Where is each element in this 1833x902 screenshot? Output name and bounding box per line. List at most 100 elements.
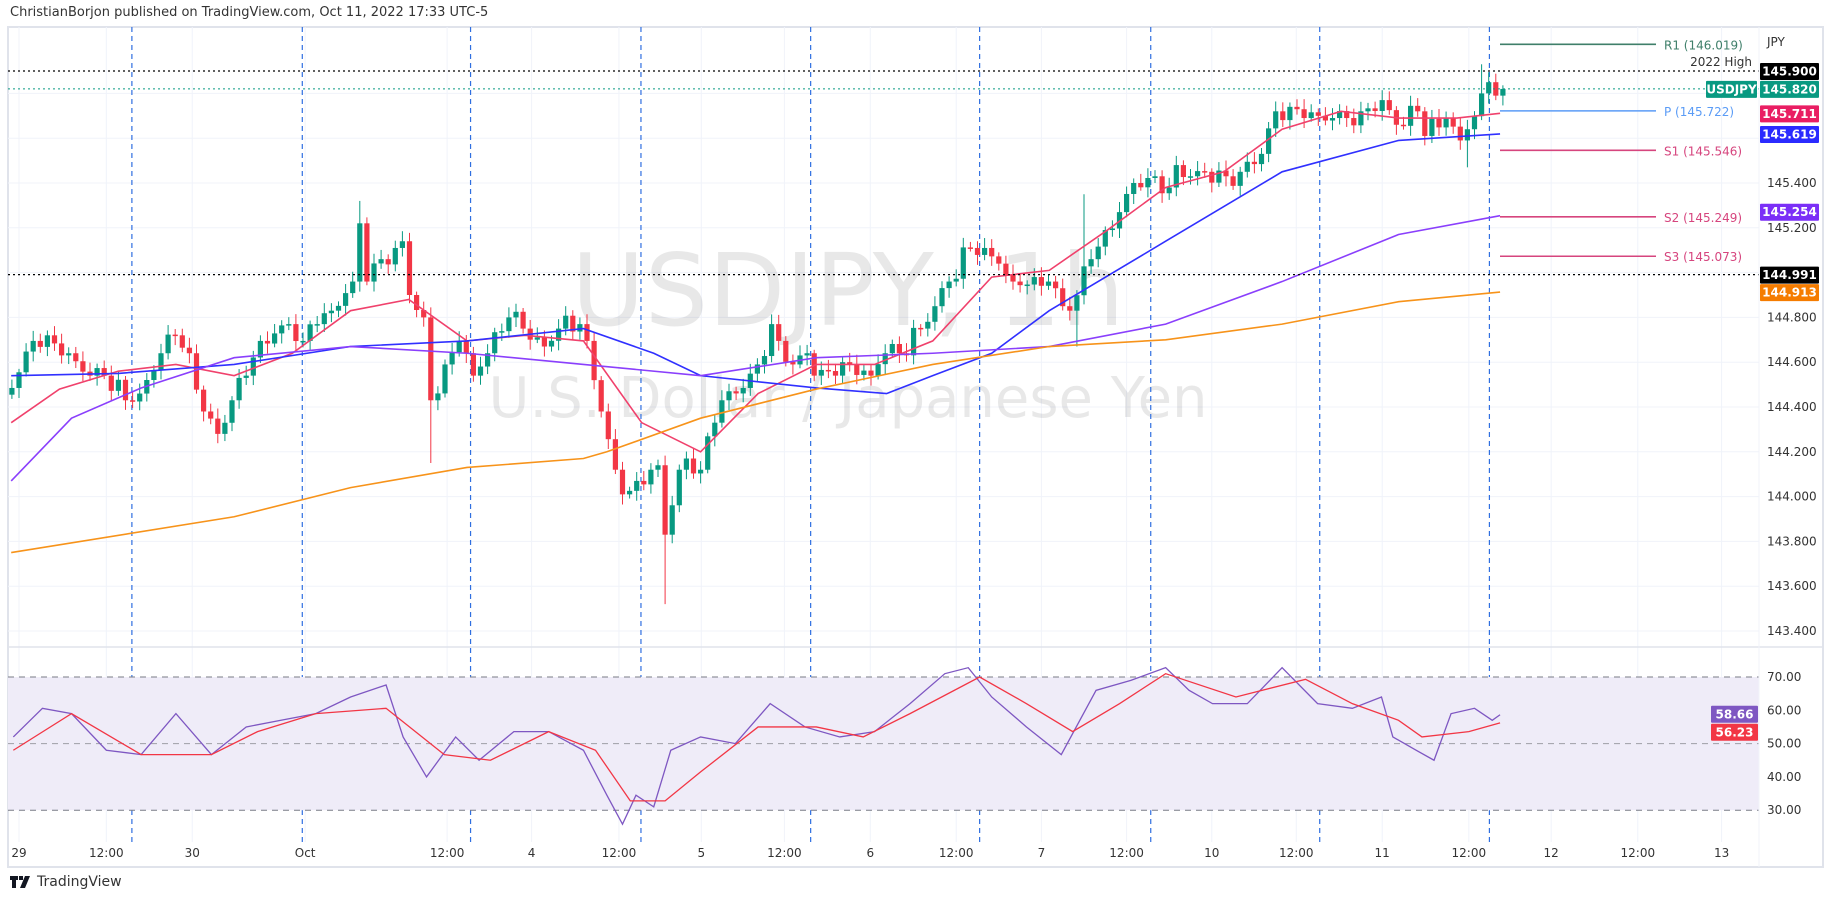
candle [612,429,618,475]
candle [385,254,391,274]
candle [690,448,697,479]
candle-body [1301,109,1307,119]
moving-average-ma200 [11,291,1501,554]
candle [279,320,285,344]
candle-body [1159,176,1165,194]
candle-body [1173,165,1179,188]
time-axis-label: 7 [1038,846,1046,860]
candle [584,314,590,349]
candle [399,231,405,257]
candle-body [776,324,782,341]
candle-body [896,344,902,354]
ma-value-badge-bg [1760,203,1819,221]
candle [868,364,874,386]
candle-body [378,259,384,264]
tradingview-logo[interactable]: TradingView [10,874,122,890]
candle [243,365,249,385]
candle [108,365,114,401]
candle [911,319,917,365]
candle [1195,161,1201,186]
candle-body [1053,281,1059,289]
candle-body [804,353,810,356]
candle-body [485,353,491,367]
time-axis-label: 12:00 [1279,846,1314,860]
candle-body [350,281,356,294]
candle [605,403,611,450]
candle [44,330,50,357]
candle [1159,170,1165,203]
candle [840,357,846,385]
candle-body [1471,116,1478,130]
candle [818,361,824,386]
candle [1202,162,1208,178]
candle [1081,194,1087,305]
candle-body [1493,82,1499,96]
candle [776,314,782,351]
candle-body [861,370,867,375]
candle [130,391,136,409]
candle-body [641,480,647,485]
pivot-label: S1 (145.546) [1664,144,1742,158]
candle-body [193,353,200,390]
candle-body [1244,161,1250,172]
candle [172,329,178,346]
candle-body [1344,111,1350,119]
rsi-line [12,666,1501,826]
candle [761,350,768,374]
candle-body [307,324,313,341]
candle [1003,255,1009,284]
candle-body [335,305,342,311]
candle [882,344,888,375]
candle [350,271,356,298]
candle-body [534,337,540,340]
candle-body [23,351,29,373]
time-axis-label: 12:00 [430,846,465,860]
tradingview-logo-text: TradingView [37,874,122,890]
candle [328,303,334,323]
candle-body [570,315,576,332]
candle-body [932,306,938,322]
candle [1216,162,1222,188]
level-price-badge-text: 144.991 [1762,268,1817,282]
candle-body [1365,108,1371,112]
ma-value-badge-text: 144.913 [1762,286,1817,300]
candle-body [854,364,860,375]
candle [1180,160,1186,186]
time-axis-label: 12:00 [1621,846,1656,860]
candle-body [1024,284,1030,287]
price-axis-label: 143.400 [1767,624,1817,638]
candle [953,269,959,287]
ma-value-badge-bg [1760,125,1819,143]
candle-body [449,352,455,365]
candle [222,414,228,442]
candle-body [584,324,590,341]
candle [1365,102,1371,121]
candle [264,331,271,354]
candle [293,314,299,351]
candle-body [414,295,420,311]
candle-body [1386,100,1392,111]
last-price-badge-bg [1760,80,1819,98]
candle-body [1223,170,1229,177]
candle [1067,296,1073,321]
candle [229,396,235,432]
time-axis-label: 13 [1714,846,1729,860]
rsi-axis-label: 50.00 [1767,737,1801,751]
candle-body [733,391,739,394]
candle-body [1216,170,1222,183]
symbol-badge-bg [1706,80,1757,98]
candle-body [769,324,775,357]
candle-body [761,356,768,365]
candle-body [279,325,285,334]
level-price-badge: 144.991 [1760,266,1819,284]
candle-body [59,343,65,356]
candle [1329,108,1336,131]
candle-body [1315,112,1321,116]
candle [286,317,292,331]
candle [960,237,966,289]
candle-body [101,368,107,376]
watermark-symbol: USDJPY, 1h [572,232,1125,349]
candle [421,301,427,327]
candle-body [1038,277,1044,286]
